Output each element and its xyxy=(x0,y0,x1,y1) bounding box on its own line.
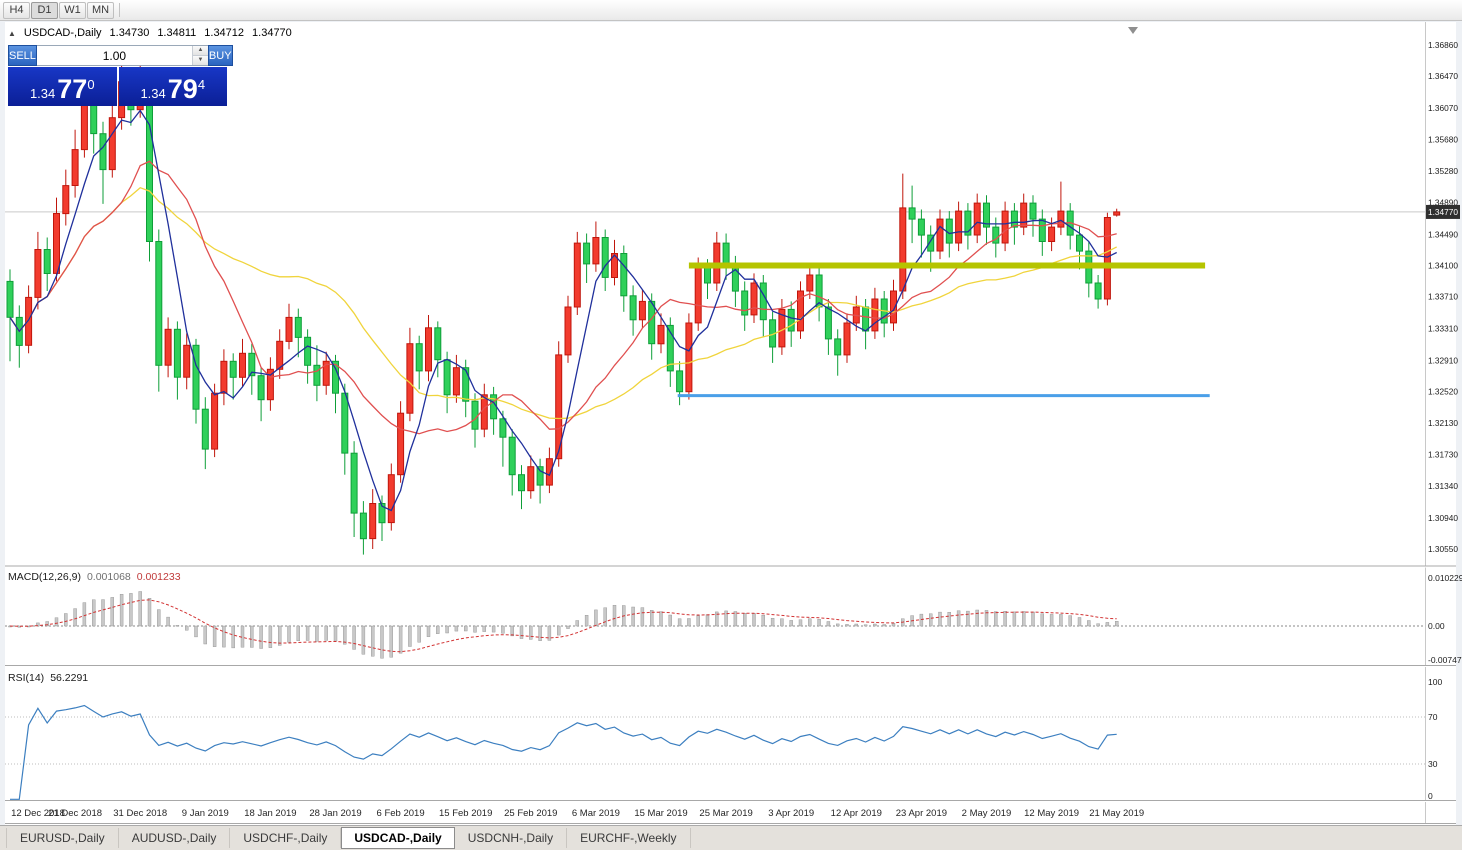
buy-price-display[interactable]: 1.34 79 4 xyxy=(118,67,227,106)
rsi-axis-label: 70 xyxy=(1428,712,1438,722)
date-label: 12 Dec 2018 xyxy=(11,808,65,819)
buy-button[interactable]: BUY xyxy=(207,45,233,66)
macd-axis-label: 0.00 xyxy=(1428,621,1445,631)
price-axis-label: 1.35280 xyxy=(1428,166,1458,176)
ma-fast-line xyxy=(9,109,1117,512)
rsi-axis-label: 0 xyxy=(1428,791,1433,801)
chart-shift-marker[interactable] xyxy=(1128,27,1138,34)
date-label: 31 Dec 2018 xyxy=(113,808,167,819)
price-axis-label: 1.36070 xyxy=(1428,103,1458,113)
sell-price-big: 77 xyxy=(57,74,88,104)
current-price-badge-text: 1.34770 xyxy=(1428,207,1458,217)
price-axis-label: 1.30550 xyxy=(1428,544,1458,554)
macd-main-value: 0.001068 xyxy=(86,571,131,583)
chart-plot-area[interactable] xyxy=(5,22,1456,823)
date-label: 6 Mar 2019 xyxy=(572,808,620,819)
price-axis-label: 1.36860 xyxy=(1428,40,1458,50)
price-axis-label: 1.32130 xyxy=(1428,418,1458,428)
rsi-line xyxy=(10,704,1117,800)
volume-control: ▲ ▼ xyxy=(36,45,208,66)
ohlc-low: 1.34712 xyxy=(204,27,245,39)
macd-indicator-label: MACD(12,26,9) 0.001068 0.001233 xyxy=(8,571,181,583)
timeframe-toolbar-buttons: H4 D1 W1 MN xyxy=(3,1,124,19)
date-label: 15 Feb 2019 xyxy=(439,808,492,819)
sell-price-pip: 0 xyxy=(87,77,95,92)
date-label: 28 Jan 2019 xyxy=(309,808,361,819)
chart-tab-usdchf[interactable]: USDCHF-,Daily xyxy=(230,828,342,848)
chart-tab-eurchf[interactable]: EURCHF-,Weekly xyxy=(567,828,691,848)
rsi-indicator-label: RSI(14) 56.2291 xyxy=(8,672,89,684)
chart-header: ▲ USDCAD-,Daily 1.34730 1.34811 1.34712 … xyxy=(8,27,292,39)
chart-tab-bar: EURUSD-,Daily AUDUSD-,Daily USDCHF-,Daily U… xyxy=(0,825,1462,850)
volume-down-button[interactable]: ▼ xyxy=(192,55,208,65)
one-click-trading-panel: SELL ▲ ▼ BUY 1.34 77 0 1.34 79 4 xyxy=(8,45,233,106)
date-label: 21 Dec 2018 xyxy=(48,808,102,819)
timeframe-button-h4[interactable]: H4 xyxy=(3,1,30,19)
sell-button[interactable]: SELL xyxy=(8,45,37,66)
price-axis-label: 1.34490 xyxy=(1428,229,1458,239)
price-axis-label: 1.31340 xyxy=(1428,481,1458,491)
date-label: 6 Feb 2019 xyxy=(377,808,425,819)
price-axis-label: 1.36470 xyxy=(1428,71,1458,81)
macd-axis-label: -0.007477 xyxy=(1428,655,1462,665)
chart-symbol-label: USDCAD-,Daily xyxy=(23,27,102,39)
macd-axis-label: 0.010229 xyxy=(1428,573,1462,583)
macd-signal-value: 0.001233 xyxy=(136,571,181,583)
date-label: 21 May 2019 xyxy=(1089,808,1144,819)
rsi-axis-label: 30 xyxy=(1428,759,1438,769)
price-axis[interactable]: 1.36860 1.36470 1.36070 1.35680 1.35280 1.348… xyxy=(1428,40,1458,554)
price-axis-label: 1.32910 xyxy=(1428,355,1458,365)
date-label: 12 May 2019 xyxy=(1024,808,1079,819)
ma-mid-line xyxy=(9,160,1117,435)
date-label: 2 May 2019 xyxy=(962,808,1012,819)
ma-slow-line xyxy=(9,186,1117,420)
date-label: 25 Mar 2019 xyxy=(699,808,752,819)
date-label: 25 Feb 2019 xyxy=(504,808,557,819)
timeframe-button-d1[interactable]: D1 xyxy=(31,1,58,19)
timeframe-button-w1[interactable]: W1 xyxy=(59,1,86,19)
timeframe-button-mn[interactable]: MN xyxy=(87,1,115,19)
date-label: 9 Jan 2019 xyxy=(182,808,229,819)
date-label: 12 Apr 2019 xyxy=(831,808,882,819)
volume-input[interactable] xyxy=(36,46,192,65)
rsi-indicator xyxy=(5,704,1425,800)
rsi-axis-label: 100 xyxy=(1428,677,1442,687)
buy-price-big: 79 xyxy=(167,74,198,104)
date-label: 15 Mar 2019 xyxy=(634,808,687,819)
price-axis-label: 1.33310 xyxy=(1428,324,1458,334)
chart-tab-audusd[interactable]: AUDUSD-,Daily xyxy=(119,828,231,848)
date-label: 3 Apr 2019 xyxy=(768,808,814,819)
current-price-badge xyxy=(1426,204,1460,219)
date-label: 23 Apr 2019 xyxy=(896,808,947,819)
sell-price-display[interactable]: 1.34 77 0 xyxy=(8,67,117,106)
one-click-panel-toggle-icon[interactable]: ▲ xyxy=(8,28,16,38)
toolbar-separator xyxy=(119,3,121,17)
candlestick-series xyxy=(6,61,1121,555)
chart-tab-usdcad[interactable]: USDCAD-,Daily xyxy=(341,827,455,849)
timeframe-toolbar: H4 D1 W1 MN xyxy=(0,0,1462,21)
ohlc-high: 1.34811 xyxy=(157,27,197,39)
macd-indicator xyxy=(5,591,1425,659)
chart-tab-usdcnh[interactable]: USDCNH-,Daily xyxy=(455,828,568,848)
price-axis-label: 1.34100 xyxy=(1428,260,1458,270)
buy-price-pip: 4 xyxy=(197,77,206,92)
macd-signal-line xyxy=(9,599,1117,653)
sell-price-prefix: 1.34 xyxy=(29,86,56,101)
price-axis-label: 1.35680 xyxy=(1428,134,1458,144)
date-label: 18 Jan 2019 xyxy=(244,808,296,819)
ohlc-close: 1.34770 xyxy=(252,27,292,39)
price-axis-label: 1.34890 xyxy=(1428,197,1458,207)
chart-tab-eurusd[interactable]: EURUSD-,Daily xyxy=(6,828,119,848)
volume-spinner: ▲ ▼ xyxy=(191,46,208,65)
ohlc-open: 1.34730 xyxy=(109,27,150,39)
buy-price-prefix: 1.34 xyxy=(140,86,166,101)
price-axis-label: 1.30940 xyxy=(1428,513,1458,523)
price-axis-label: 1.32520 xyxy=(1428,387,1458,397)
price-axis-label: 1.33710 xyxy=(1428,292,1458,302)
rsi-value: 56.2291 xyxy=(50,672,89,684)
volume-up-button[interactable]: ▲ xyxy=(192,46,208,55)
price-axis-label: 1.31730 xyxy=(1428,450,1458,460)
